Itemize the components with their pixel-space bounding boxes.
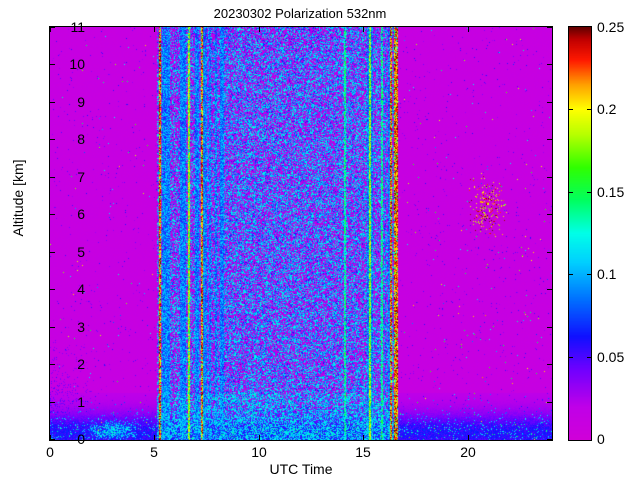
y-tick-mark [547,27,552,28]
y-tick-label: 1 [77,394,85,410]
x-tick-mark [154,435,155,440]
y-tick-mark [50,64,55,65]
y-tick-label: 2 [77,356,85,372]
y-tick-label: 10 [69,56,85,72]
y-tick-mark [547,402,552,403]
x-tick-label: 0 [46,444,54,460]
x-tick-mark [363,27,364,32]
y-tick-mark [50,364,55,365]
colorbar-tick-mark [569,192,573,193]
x-tick-label: 15 [355,444,371,460]
colorbar-tick-mark [569,357,573,358]
x-tick-mark [50,435,51,440]
y-tick-label: 5 [77,244,85,260]
y-tick-mark [547,289,552,290]
x-tick-label: 20 [460,444,476,460]
x-axis-title: UTC Time [269,461,333,477]
y-tick-label: 7 [77,169,85,185]
y-tick-label: 9 [77,94,85,110]
colorbar-tick-label: 0.1 [597,266,617,282]
y-tick-label: 8 [77,131,85,147]
colorbar-tick-mark [569,109,573,110]
y-tick-mark [50,27,55,28]
x-tick-mark [468,435,469,440]
plot-area [49,26,553,441]
colorbar-tick-mark [587,109,591,110]
x-tick-mark [259,27,260,32]
y-tick-mark [50,327,55,328]
x-tick-mark [468,27,469,32]
colorbar-tick-label: 0.25 [597,19,625,35]
y-tick-label: 6 [77,206,85,222]
y-tick-mark [547,252,552,253]
heatmap-canvas [50,27,552,440]
y-tick-mark [547,327,552,328]
x-tick-mark [50,27,51,32]
x-tick-mark [154,27,155,32]
colorbar-tick-mark [569,274,573,275]
y-tick-mark [50,139,55,140]
colorbar-gradient [569,27,591,440]
y-axis-title: Altitude [km] [10,159,26,237]
y-tick-mark [50,177,55,178]
colorbar-tick-label: 0.05 [597,349,625,365]
y-tick-mark [50,102,55,103]
colorbar-tick-label: 0.15 [597,184,625,200]
y-tick-mark [50,402,55,403]
colorbar-tick-mark [587,274,591,275]
x-tick-label: 10 [251,444,267,460]
x-tick-mark [363,435,364,440]
colorbar-tick-mark [587,192,591,193]
y-tick-mark [50,252,55,253]
x-tick-mark [259,435,260,440]
x-tick-label: 5 [150,444,158,460]
colorbar-tick-mark [587,357,591,358]
y-tick-label: 4 [77,281,85,297]
y-tick-mark [50,289,55,290]
y-tick-mark [547,439,552,440]
y-tick-label: 11 [70,19,85,35]
y-tick-label: 3 [77,319,85,335]
y-tick-mark [50,439,55,440]
colorbar-tick-label: 0 [597,431,605,447]
page-title: 20230302 Polarization 532nm [213,6,387,21]
y-tick-mark [547,364,552,365]
colorbar-tick-label: 0.2 [597,101,617,117]
y-tick-mark [547,64,552,65]
y-tick-label: 0 [77,431,85,447]
colorbar [568,26,592,441]
y-tick-mark [547,214,552,215]
y-tick-mark [547,139,552,140]
y-tick-mark [50,214,55,215]
y-tick-mark [547,102,552,103]
y-tick-mark [547,177,552,178]
